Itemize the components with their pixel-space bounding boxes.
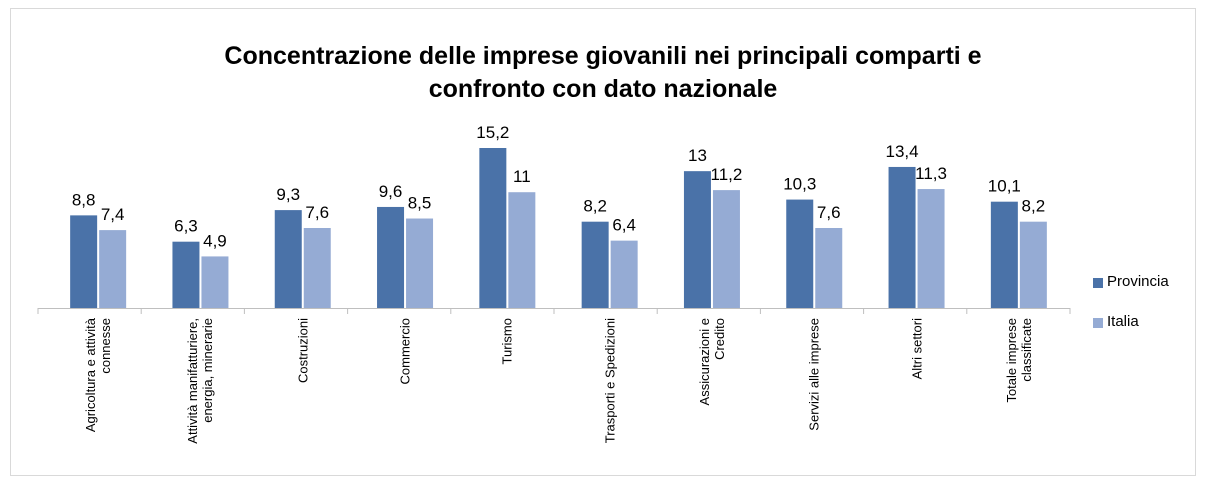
bar xyxy=(172,241,200,308)
bar xyxy=(786,199,814,308)
bar xyxy=(888,166,916,308)
bar xyxy=(479,148,507,308)
data-label: 8,5 xyxy=(408,194,432,213)
bar xyxy=(99,230,127,308)
legend-label: Provincia xyxy=(1107,273,1169,290)
bar xyxy=(70,215,98,308)
x-tick-label: Altri settori xyxy=(909,318,925,380)
data-label: 11 xyxy=(513,167,531,186)
x-tick-label: Trasporti e Spedizioni xyxy=(602,318,618,444)
data-label: 11,2 xyxy=(711,165,743,184)
bar xyxy=(683,171,711,308)
data-label: 15,2 xyxy=(476,123,509,142)
legend-swatch xyxy=(1093,278,1103,288)
x-tick-label: Turismo xyxy=(499,318,515,365)
bar xyxy=(508,192,536,308)
bar xyxy=(406,218,434,308)
bar xyxy=(377,206,405,308)
x-tick-label: Commercio xyxy=(397,318,413,385)
bar xyxy=(610,240,638,308)
bar xyxy=(712,190,740,308)
data-label: 7,6 xyxy=(305,203,329,222)
bar xyxy=(274,210,302,308)
data-label: 8,8 xyxy=(72,190,96,209)
data-label: 7,6 xyxy=(817,203,841,222)
chart-border xyxy=(10,8,1196,476)
bar xyxy=(1019,221,1047,308)
data-label: 6,4 xyxy=(612,216,636,235)
legend-label: Italia xyxy=(1107,313,1139,330)
bar xyxy=(581,221,609,308)
bar xyxy=(917,189,945,308)
data-label: 8,2 xyxy=(1022,197,1046,216)
x-tick-label: Agricoltura e attività connesse xyxy=(83,318,114,433)
x-tick-label: Servizi alle imprese xyxy=(806,318,822,431)
bar xyxy=(990,201,1018,308)
x-tick-label: Assicurazioni e Credito xyxy=(696,318,727,406)
data-label: 7,4 xyxy=(101,205,125,224)
data-label: 13,4 xyxy=(886,142,919,161)
x-tick-label: Attività manifatturiere, energia, minera… xyxy=(185,318,216,444)
data-label: 6,3 xyxy=(174,217,198,236)
bar xyxy=(303,228,331,308)
data-label: 4,9 xyxy=(203,231,227,250)
data-label: 13 xyxy=(688,146,707,165)
data-label: 10,3 xyxy=(783,175,816,194)
data-label: 10,1 xyxy=(988,177,1021,196)
data-label: 8,2 xyxy=(583,197,607,216)
data-label: 9,6 xyxy=(379,182,403,201)
data-label: 9,3 xyxy=(276,185,300,204)
chart-title: Concentrazione delle imprese giovanili n… xyxy=(224,42,982,103)
x-tick-label: Costruzioni xyxy=(295,318,311,384)
legend-swatch xyxy=(1093,318,1103,328)
bar xyxy=(201,256,229,308)
data-label: 11,3 xyxy=(915,164,947,183)
x-tick-label: Totale imprese classificate xyxy=(1003,318,1034,403)
bar xyxy=(815,228,843,308)
